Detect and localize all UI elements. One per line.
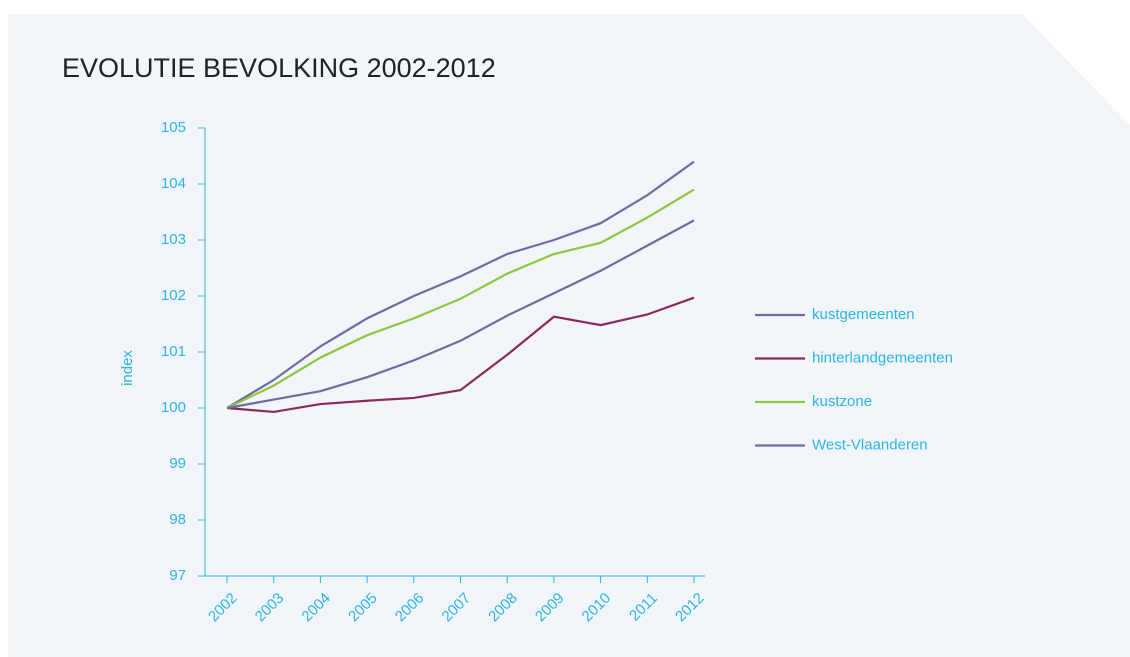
chart-title: EVOLUTIE BEVOLKING 2002-2012 [62, 53, 496, 83]
y-tick-label: 97 [169, 567, 186, 584]
y-tick-label: 98 [169, 511, 186, 528]
y-tick-label: 100 [161, 399, 186, 416]
legend-label: hinterlandgemeenten [812, 349, 953, 366]
y-tick-label: 104 [161, 175, 186, 192]
line [226, 188, 695, 409]
y-tick-label: 105 [161, 119, 186, 136]
line [226, 219, 695, 410]
y-axis-label: index [119, 350, 136, 386]
y-tick-label: 99 [169, 455, 186, 472]
line [226, 296, 695, 414]
background [8, 14, 1130, 657]
y-tick-label: 101 [161, 343, 186, 360]
y-tick-label: 102 [161, 287, 186, 304]
legend-label: kustgemeenten [812, 306, 915, 323]
y-tick-label: 103 [161, 231, 186, 248]
legend-label: kustzone [812, 393, 872, 410]
legend-label: West-Vlaanderen [812, 436, 928, 453]
line [226, 160, 695, 409]
